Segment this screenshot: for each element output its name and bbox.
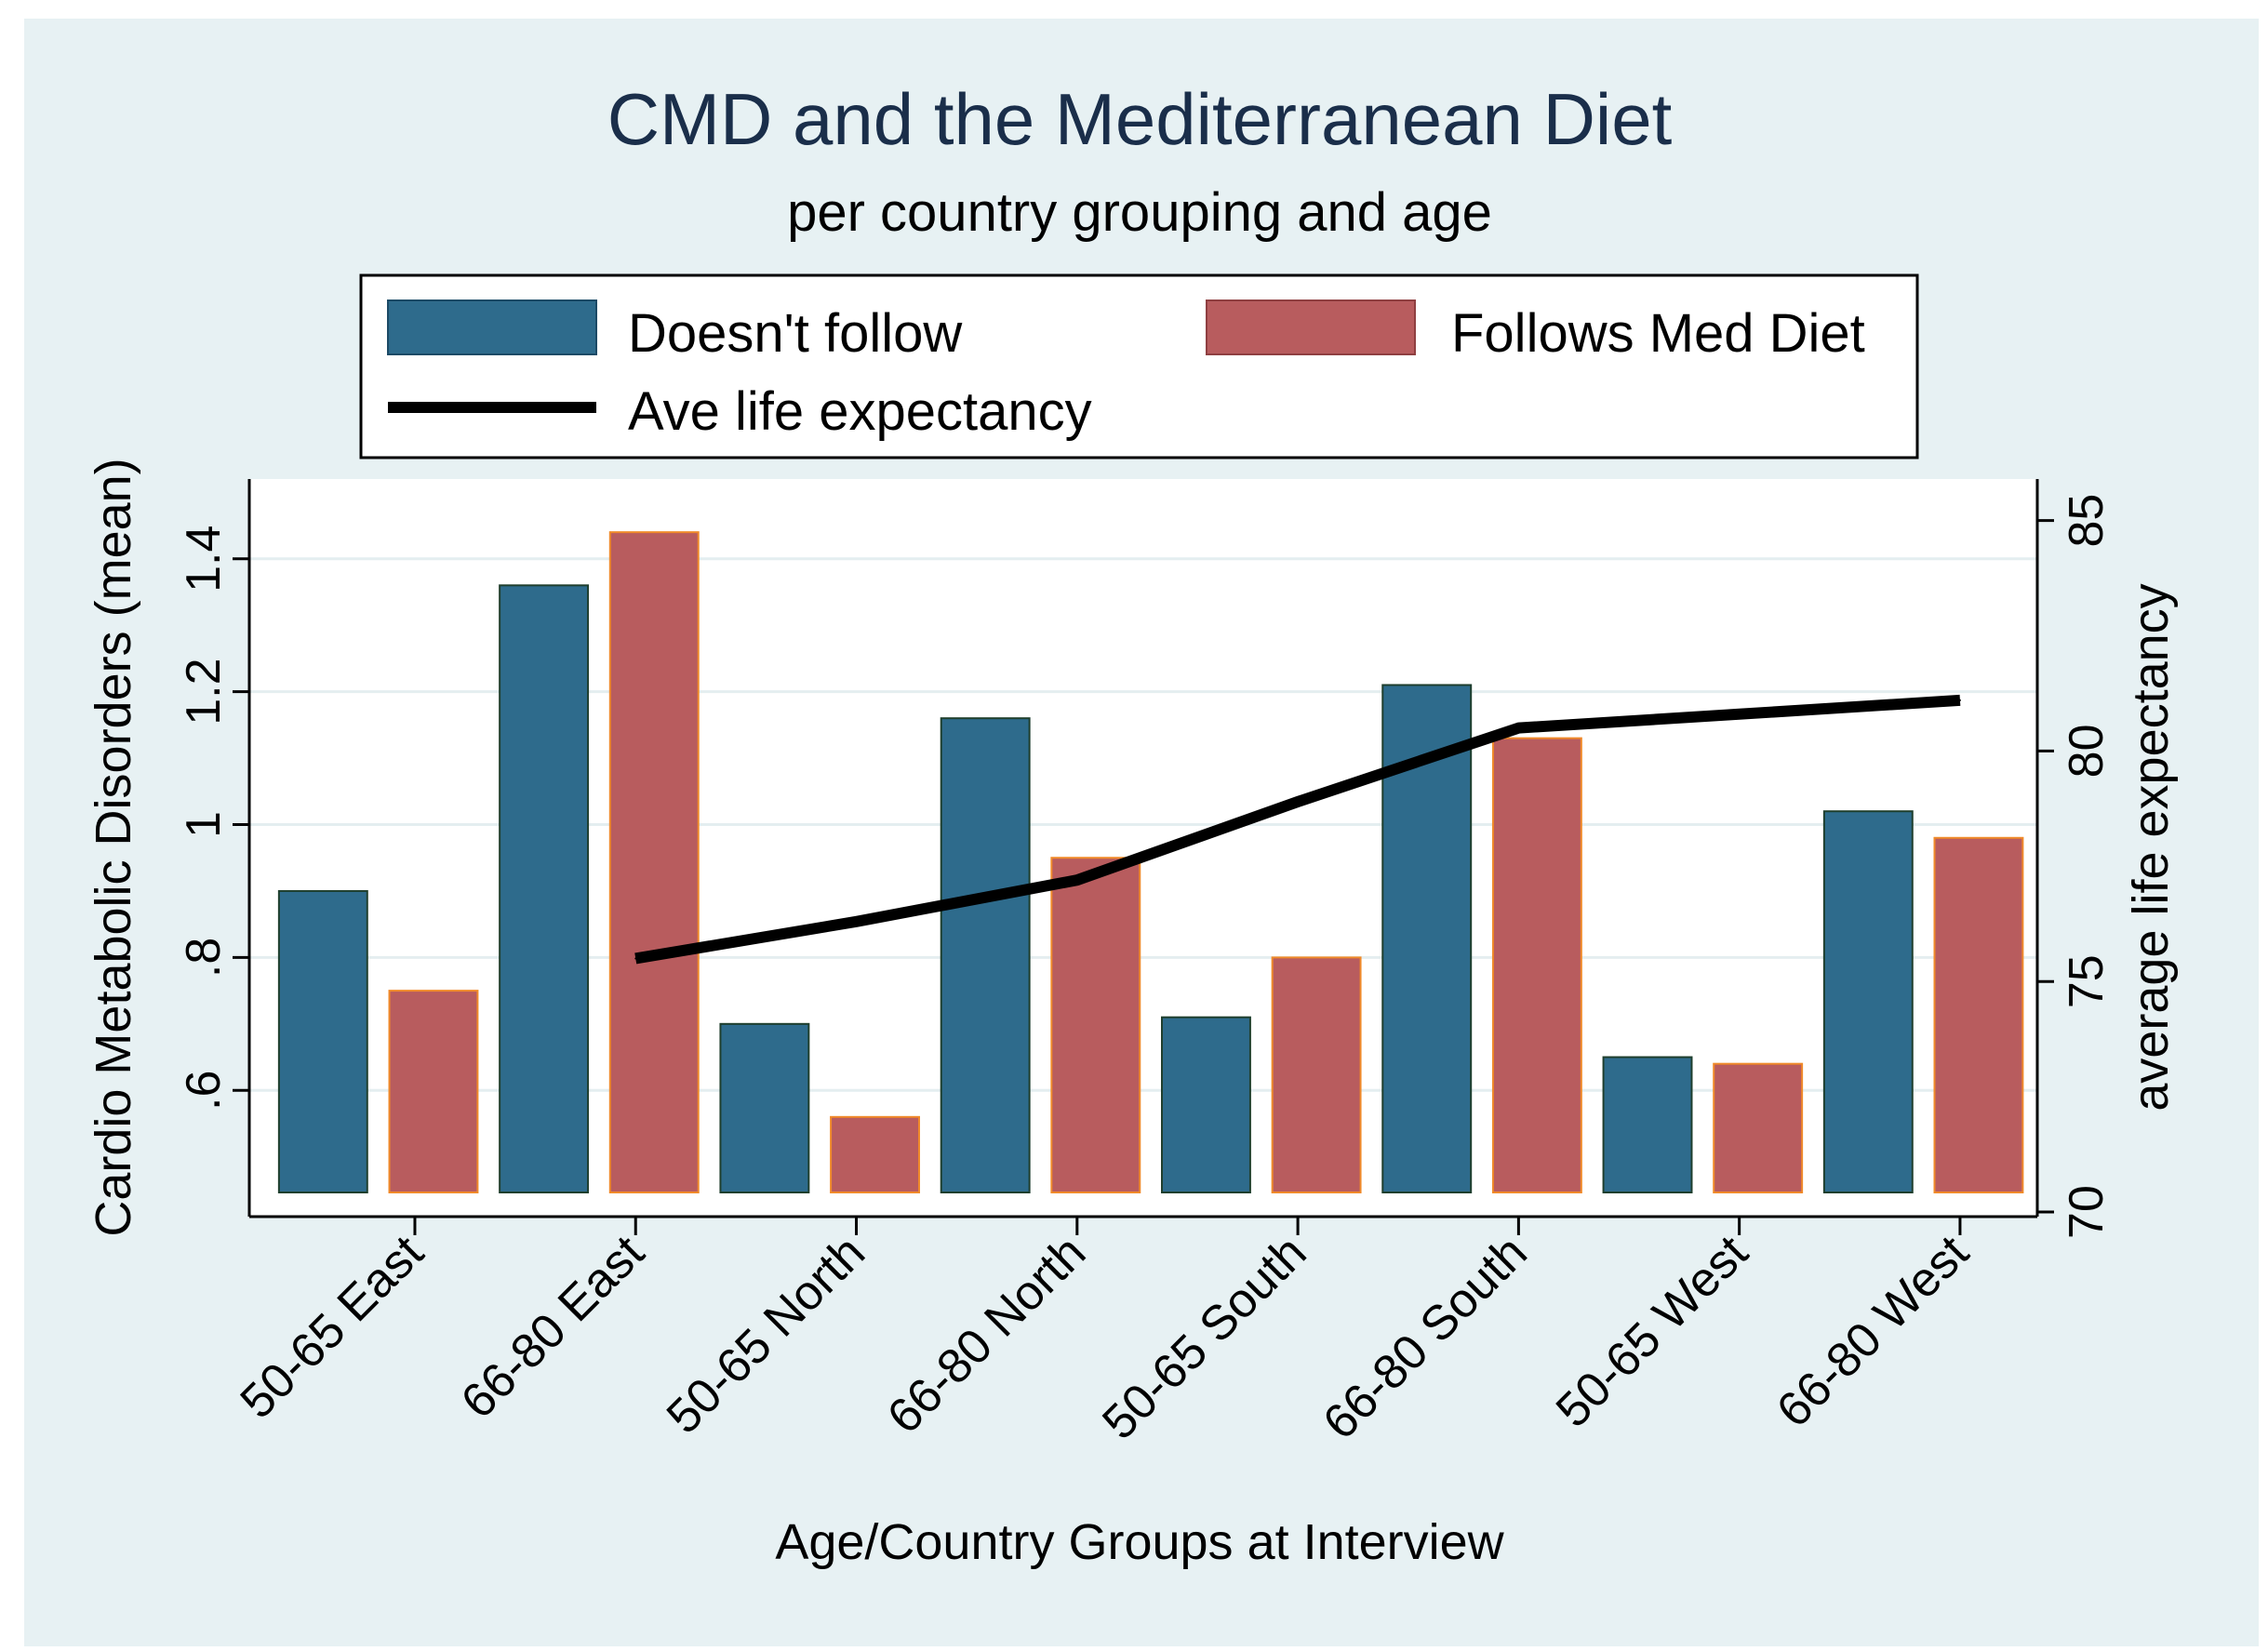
bar-doesnt-follow (277, 889, 368, 1193)
legend: Doesn't follow Follows Med Diet Ave life… (359, 273, 1919, 459)
bar-doesnt-follow (940, 717, 1031, 1194)
y-tick-label: .8 (177, 938, 231, 978)
bars (277, 531, 2024, 1194)
bar-doesnt-follow (719, 1022, 810, 1193)
life-expectancy-point (1738, 712, 1741, 715)
legend-swatch-doesnt-follow (387, 300, 597, 355)
bar-doesnt-follow (1602, 1056, 1693, 1193)
y2-tick-label: 75 (2060, 954, 2114, 1008)
legend-label-life-expectancy: Ave life expectancy (628, 381, 1092, 442)
y-tick-label: .6 (177, 1071, 231, 1111)
bar-follows-med-diet (1491, 737, 1582, 1194)
bar-follows-med-diet (1050, 857, 1141, 1193)
life-expectancy-point (1075, 879, 1078, 882)
right-axis-ticks: 70 75 80 85 (2037, 494, 2114, 1239)
bar-doesnt-follow (1822, 810, 1914, 1193)
life-expectancy-line-layer (634, 694, 1961, 965)
bar-follows-med-diet (830, 1115, 920, 1194)
bar-follows-med-diet (1271, 956, 1362, 1194)
life-expectancy-point (1958, 699, 1961, 701)
y-tick-label: 1.4 (177, 526, 231, 592)
legend-swatch-follows-med-diet (1206, 300, 1416, 355)
y2-tick-label: 80 (2060, 724, 2114, 778)
y-tick-label: 1.2 (177, 658, 231, 725)
life-expectancy-point (634, 957, 637, 960)
y2-tick-label: 70 (2060, 1185, 2114, 1239)
x-axis-title: Age/Country Groups at Interview (775, 1514, 1504, 1570)
y2-axis-title: average life expectancy (2123, 583, 2179, 1111)
life-expectancy-point (855, 920, 858, 923)
bar-follows-med-diet (608, 531, 700, 1193)
legend-box (359, 273, 1919, 459)
bar-doesnt-follow (1161, 1016, 1251, 1193)
bar-follows-med-diet (1713, 1062, 1804, 1194)
y-axis-title: Cardio Metabolic Disorders (mean) (86, 458, 141, 1236)
bar-doesnt-follow (499, 584, 590, 1193)
y2-tick-label: 85 (2060, 494, 2114, 548)
y-tick-label: 1 (177, 811, 231, 838)
life-expectancy-point (1297, 800, 1300, 803)
legend-label-doesnt-follow: Doesn't follow (628, 303, 963, 364)
chart-subtitle: per country grouping and age (787, 182, 1492, 243)
chart-title: CMD and the Mediterranean Diet (607, 78, 1673, 160)
bar-follows-med-diet (388, 990, 479, 1194)
bar-follows-med-diet (1933, 836, 2024, 1194)
life-expectancy-point (1517, 726, 1520, 729)
legend-label-follows-med-diet: Follows Med Diet (1451, 303, 1865, 364)
left-axis-ticks: .6 .8 1 1.2 1.4 (177, 526, 249, 1111)
